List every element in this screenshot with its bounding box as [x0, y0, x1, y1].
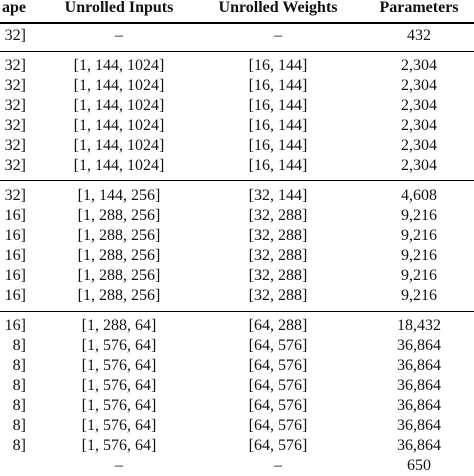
- shape-cell: 8]: [12, 417, 26, 434]
- shape-cell: 8]: [12, 397, 26, 414]
- parameters-cell: 18,432: [397, 317, 441, 334]
- parameters-cell: 432: [407, 27, 431, 44]
- shape-cell: 16]: [4, 207, 26, 224]
- unrolled-weights-cell: [64, 576]: [248, 397, 308, 414]
- parameters-cell: 36,864: [397, 397, 441, 414]
- parameters-cell: 9,216: [401, 207, 437, 224]
- parameters-cell: 36,864: [397, 437, 441, 454]
- unrolled-weights-cell: [32, 288]: [248, 247, 308, 264]
- unrolled-inputs-cell: [1, 144, 1024]: [73, 57, 165, 74]
- unrolled-inputs-cell: [1, 144, 1024]: [73, 137, 165, 154]
- parameters-cell: 9,216: [401, 287, 437, 304]
- column-header: ape: [2, 0, 26, 16]
- unrolled-inputs-cell: [1, 576, 64]: [81, 397, 157, 414]
- shape-cell: 16]: [4, 247, 26, 264]
- table-rule: [0, 311, 474, 312]
- parameters-cell: 2,304: [401, 137, 437, 154]
- parameters-cell: 2,304: [401, 57, 437, 74]
- column-header: Parameters: [379, 0, 459, 16]
- parameters-cell: 36,864: [397, 417, 441, 434]
- shape-cell: 16]: [4, 287, 26, 304]
- unrolled-weights-cell: [16, 144]: [248, 157, 308, 174]
- unrolled-weights-cell: [64, 576]: [248, 437, 308, 454]
- shape-cell: 32]: [4, 137, 26, 154]
- unrolled-inputs-cell: [1, 144, 1024]: [73, 97, 165, 114]
- unrolled-weights-cell: [16, 144]: [248, 77, 308, 94]
- unrolled-inputs-cell: [1, 576, 64]: [81, 357, 157, 374]
- unrolled-inputs-cell: [1, 288, 64]: [81, 317, 157, 334]
- unrolled-weights-cell: –: [274, 27, 282, 44]
- table-rule: [0, 22, 474, 24]
- unrolled-weights-cell: [32, 288]: [248, 267, 308, 284]
- unrolled-weights-cell: [32, 288]: [248, 227, 308, 244]
- unrolled-weights-cell: [64, 576]: [248, 357, 308, 374]
- parameters-cell: 9,216: [401, 267, 437, 284]
- shape-cell: 16]: [4, 227, 26, 244]
- parameters-cell: 36,864: [397, 377, 441, 394]
- parameters-cell: 4,608: [401, 187, 437, 204]
- unrolled-weights-cell: [32, 288]: [248, 207, 308, 224]
- unrolled-weights-cell: [16, 144]: [248, 57, 308, 74]
- table-rule: [0, 180, 474, 181]
- unrolled-inputs-cell: [1, 144, 256]: [77, 187, 161, 204]
- unrolled-inputs-cell: [1, 288, 256]: [77, 287, 161, 304]
- unrolled-inputs-cell: [1, 288, 256]: [77, 207, 161, 224]
- parameters-cell: 9,216: [401, 247, 437, 264]
- unrolled-inputs-cell: [1, 576, 64]: [81, 377, 157, 394]
- shape-cell: 8]: [12, 357, 26, 374]
- unrolled-weights-cell: [32, 288]: [248, 287, 308, 304]
- unrolled-weights-cell: [64, 288]: [248, 317, 308, 334]
- parameters-cell: 36,864: [397, 337, 441, 354]
- unrolled-inputs-cell: –: [115, 457, 123, 474]
- shape-cell: 32]: [4, 57, 26, 74]
- shape-cell: 8]: [12, 377, 26, 394]
- parameters-cell: 2,304: [401, 117, 437, 134]
- shape-cell: 32]: [4, 187, 26, 204]
- unrolled-inputs-cell: –: [115, 27, 123, 44]
- unrolled-inputs-cell: [1, 288, 256]: [77, 267, 161, 284]
- unrolled-inputs-cell: [1, 288, 256]: [77, 227, 161, 244]
- parameters-cell: 2,304: [401, 97, 437, 114]
- shape-cell: 32]: [4, 27, 26, 44]
- unrolled-weights-cell: [64, 576]: [248, 377, 308, 394]
- unrolled-weights-cell: [16, 144]: [248, 97, 308, 114]
- column-header: Unrolled Weights: [218, 0, 338, 16]
- shape-cell: 16]: [4, 267, 26, 284]
- unrolled-inputs-cell: [1, 288, 256]: [77, 247, 161, 264]
- shape-cell: 32]: [4, 157, 26, 174]
- unrolled-inputs-cell: [1, 144, 1024]: [73, 117, 165, 134]
- unrolled-weights-cell: [16, 144]: [248, 117, 308, 134]
- unrolled-inputs-cell: [1, 576, 64]: [81, 437, 157, 454]
- unrolled-inputs-cell: [1, 576, 64]: [81, 337, 157, 354]
- unrolled-weights-cell: [64, 576]: [248, 337, 308, 354]
- unrolled-inputs-cell: [1, 576, 64]: [81, 417, 157, 434]
- shape-cell: 32]: [4, 97, 26, 114]
- table-rule: [0, 51, 474, 52]
- column-header: Unrolled Inputs: [64, 0, 174, 16]
- parameters-cell: 2,304: [401, 77, 437, 94]
- unrolled-weights-cell: [32, 144]: [248, 187, 308, 204]
- parameters-cell: 9,216: [401, 227, 437, 244]
- unrolled-weights-cell: [16, 144]: [248, 137, 308, 154]
- unrolled-weights-cell: [64, 576]: [248, 417, 308, 434]
- shape-cell: 32]: [4, 77, 26, 94]
- unrolled-inputs-cell: [1, 144, 1024]: [73, 157, 165, 174]
- unrolled-weights-cell: –: [274, 457, 282, 474]
- shape-cell: 32]: [4, 117, 26, 134]
- shape-cell: 8]: [12, 437, 26, 454]
- shape-cell: 8]: [12, 337, 26, 354]
- unrolled-inputs-cell: [1, 144, 1024]: [73, 77, 165, 94]
- parameters-cell: 36,864: [397, 357, 441, 374]
- shape-cell: 16]: [4, 317, 26, 334]
- parameters-cell: 2,304: [401, 157, 437, 174]
- parameters-cell: 650: [407, 457, 431, 474]
